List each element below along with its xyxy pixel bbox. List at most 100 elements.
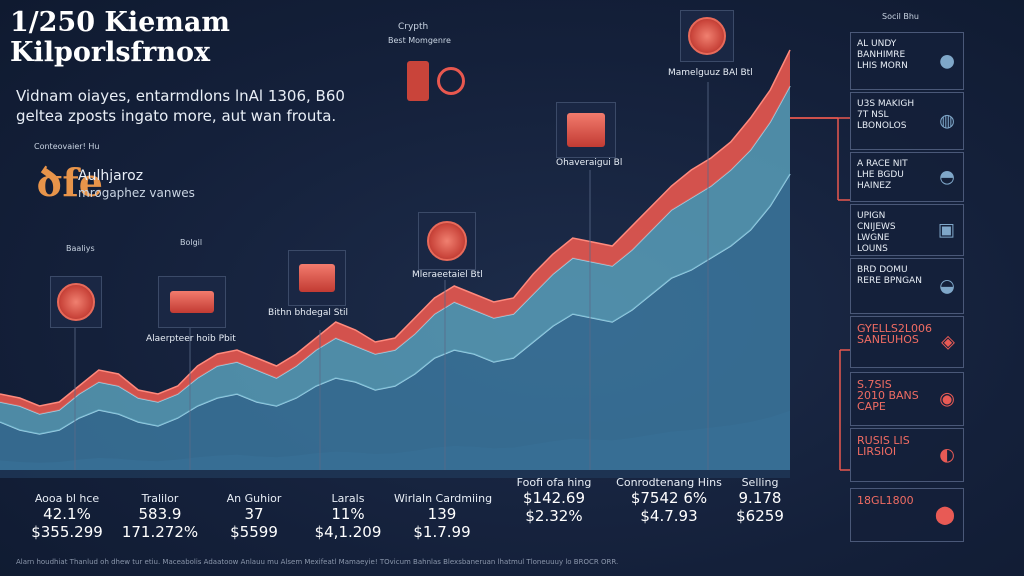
sidebar-panel-text: S.7SIS 2010 BANS CAPE (857, 378, 919, 413)
subtitle-line-2: geltea zposts ingato more, aut wan frout… (16, 107, 337, 125)
kettle-icon: ◐ (939, 444, 955, 466)
token-ring-icon (437, 67, 465, 95)
sidebar-panel-text: A RACE NIT LHE BGDU HAINEZ (857, 159, 908, 191)
page-title: 1/250 Kiemam Kilporlsfrnox (10, 8, 230, 68)
stat-1: Aooa bl hce 42.1% $355.299 (22, 492, 112, 541)
sidebar-panel-text: BRD DOMU RERE BPNGAN (857, 265, 922, 286)
pot-icon: ◒ (939, 275, 955, 297)
brick-card-left (158, 276, 226, 328)
small-label-b: Bolgil (180, 238, 203, 247)
title-line-1: 1/250 Kiemam (10, 7, 230, 38)
brick-icon (170, 291, 214, 313)
stat-value-2: $4.7.93 (640, 507, 698, 525)
sidebar-panel-5: BRD DOMU RERE BPNGAN ◒ (850, 258, 964, 314)
sidebar-panel-4: UPIGN CNIJEWS LWGNE LOUNS ▣ (850, 204, 964, 256)
stream-layer-2 (0, 86, 790, 434)
stat-value-1: 11% (331, 505, 365, 523)
sidebar-panel-1: AL UNDY BANHIMRE LHIS MORN ● (850, 32, 964, 90)
stat-label: An Guhior (226, 492, 282, 505)
crypto-device-group (396, 56, 476, 106)
cup-icon: ◓ (939, 166, 955, 188)
stat-label: Aooa bl hce (34, 492, 100, 505)
sidebar-heading: Socil Bhu (882, 12, 919, 21)
sidebar-panel-7: S.7SIS 2010 BANS CAPE ◉ (850, 372, 964, 426)
stat-value-1: $7542 6% (630, 489, 708, 507)
seal-card-caption: Mamelguuz BAl Btl (668, 68, 753, 78)
stat-label: Selling (741, 476, 779, 489)
stat-value-2: $355.299 (31, 523, 103, 541)
stream-edge-3 (0, 49, 791, 407)
brick-card-mid (288, 250, 346, 306)
sidebar-panel-6: GYELLS2L006 SANEUHOS ◈ (850, 316, 964, 368)
stat-4: Larals 11% $4,1.209 (306, 492, 390, 541)
coin-card-caption: Mleraeetaiel Btl (412, 270, 483, 280)
sidebar-panel-text: U3S MAKIGH 7T NSL LBONOLOS (857, 99, 915, 131)
accent-line-2: mrogaphez vanwes (78, 186, 195, 200)
stat-7: Conrodtenang Hins $7542 6% $4.7.93 (614, 476, 724, 525)
stat-value-1: 42.1% (43, 505, 91, 523)
stat-value-2: $6259 (736, 507, 784, 525)
coin-card-left (50, 276, 102, 328)
stat-value-1: 583.9 (138, 505, 182, 523)
stat-value-2: $2.32% (525, 507, 583, 525)
box-card-caption: Ohaveraigui Bl (556, 158, 623, 168)
crypto-sub-label: Best Momgenre (388, 36, 451, 45)
footer-note: Alarn houdhiat Thanlud oh dhew tur etiu.… (16, 558, 619, 566)
stat-5: Wirlaln Cardmiing 139 $1.7.99 (394, 492, 493, 541)
brick-stack-icon (299, 264, 335, 292)
stat-value-2: $4,1.209 (314, 523, 382, 541)
jar-icon: ◍ (939, 110, 955, 132)
page-subtitle: Vidnam oiayes, entarmdlons lnAl 1306, B6… (16, 86, 436, 126)
lunchbox-icon: ▣ (937, 219, 955, 241)
stat-value-2: $5599 (230, 523, 278, 541)
stat-value-1: $142.69 (522, 489, 586, 507)
accent-line-1: Aulhjaroz (78, 168, 144, 184)
basket-icon: ◉ (939, 388, 955, 410)
stat-value-1: 9.178 (738, 489, 782, 507)
seal-icon (688, 17, 726, 55)
stat-value-1: 37 (244, 505, 264, 523)
stat-label: Wirlaln Cardmiing (394, 492, 493, 505)
coin-stack-icon (427, 221, 467, 261)
stat-value-2: 171.272% (121, 523, 199, 541)
stat-label: Larals (331, 492, 365, 505)
sidebar-panel-9: 18GL1800 ⬤ (850, 488, 964, 542)
sidebar-panel-text: 18GL1800 (857, 494, 914, 507)
small-section-label: Conteovaier! Hu (34, 142, 100, 151)
coin-icon (57, 283, 95, 321)
stat-8: Selling 9.178 $6259 (730, 476, 790, 525)
stream-layer-3 (0, 50, 790, 414)
stat-3: An Guhior 37 $5599 (216, 492, 292, 541)
sidebar-panel-text: RUSIS LIS LIRSIOI (857, 434, 910, 458)
crypto-label: Crypth (398, 22, 429, 32)
title-line-2: Kilporlsfrnox (10, 37, 211, 68)
stat-2: Tralilor 583.9 171.272% (118, 492, 202, 541)
left-card-caption: Alaerpteer hoib Pbit (146, 334, 236, 344)
stat-label: Foofi ofa hing (516, 476, 592, 489)
sidebar-panel-text: GYELLS2L006 SANEUHOS (857, 322, 933, 346)
stat-label: Conrodtenang Hins (616, 476, 722, 489)
sidebar-panel-2: U3S MAKIGH 7T NSL LBONOLOS ◍ (850, 92, 964, 150)
box-card (556, 102, 616, 158)
accent-symbol: ծfe (36, 160, 103, 205)
phone-icon (407, 61, 429, 101)
coin-icon: ⬤ (934, 504, 955, 526)
stream-layer-1 (0, 174, 790, 470)
stat-value-1: 139 (427, 505, 457, 523)
sidebar-panel-3: A RACE NIT LHE BGDU HAINEZ ◓ (850, 152, 964, 202)
brick-card-caption: Bithn bhdegal Stil (268, 308, 348, 318)
stat-label: Tralilor (141, 492, 179, 505)
subtitle-line-1: Vidnam oiayes, entarmdlons lnAl 1306, B6… (16, 87, 345, 105)
stat-6: Foofi ofa hing $142.69 $2.32% (508, 476, 600, 525)
sidebar-panel-text: UPIGN CNIJEWS LWGNE LOUNS (857, 211, 896, 254)
bag-icon: ◈ (941, 331, 955, 353)
sidebar-panel-text: AL UNDY BANHIMRE LHIS MORN (857, 39, 908, 71)
seal-card (680, 10, 734, 62)
apple-icon: ● (939, 50, 955, 72)
sidebar-panel-8: RUSIS LIS LIRSIOI ◐ (850, 428, 964, 482)
small-label-a: Baaliys (66, 244, 95, 253)
stat-value-2: $1.7.99 (413, 523, 471, 541)
coin-card-mid (418, 212, 476, 270)
box-icon (567, 113, 605, 147)
